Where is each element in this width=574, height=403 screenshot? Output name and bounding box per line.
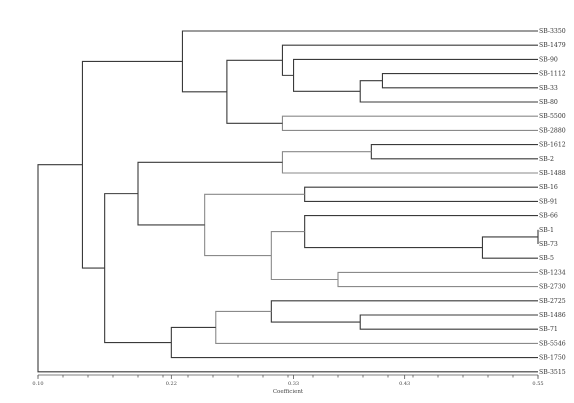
dendrogram-branch xyxy=(137,161,283,226)
leaf-label: SB-1750 xyxy=(539,355,566,362)
dendrogram-branch xyxy=(481,236,538,259)
dendrogram-branch xyxy=(304,186,538,202)
leaf-label: SB-71 xyxy=(539,326,558,333)
x-axis: 0.10 0.22 0.33 0.43 0.55 Coefficient xyxy=(32,374,544,395)
leaf-label: SB-1612 xyxy=(539,142,566,149)
leaf-labels: SB-3350 SB-1479 SB-90 SB-1112 SB-33 SB-80 SB-5… xyxy=(539,28,566,376)
leaf-label: SB-33 xyxy=(539,85,558,92)
dendrogram-branch xyxy=(381,73,538,89)
dendrogram-branch xyxy=(281,115,538,131)
leaf-label: SB-5546 xyxy=(539,340,566,347)
dendrogram-branch xyxy=(81,60,183,269)
leaf-label: SB-3515 xyxy=(539,369,566,376)
dendrogram-branch xyxy=(337,271,538,288)
leaf-label: SB-80 xyxy=(539,99,558,106)
leaf-label: SB-2730 xyxy=(539,284,566,291)
dendrogram-branch xyxy=(281,151,538,174)
leaf-label: SB-2 xyxy=(539,156,554,163)
dendrogram-branch xyxy=(304,215,538,249)
x-axis-tick-label: 0.10 xyxy=(32,381,43,387)
leaf-label: SB-1486 xyxy=(539,312,566,319)
leaf-label: SB-91 xyxy=(539,198,558,205)
dendrogram-branch xyxy=(215,310,538,344)
x-axis-tick-label: 0.33 xyxy=(288,381,299,387)
leaf-label: SB-16 xyxy=(539,184,558,191)
x-axis-title: Coefficient xyxy=(273,389,304,395)
dendrogram-branches xyxy=(37,30,539,373)
leaf-label: SB-1234 xyxy=(539,269,566,276)
x-axis-tick-label: 0.22 xyxy=(166,381,177,387)
dendrogram-branch xyxy=(226,59,283,124)
leaf-label: SB-1488 xyxy=(539,170,566,177)
dendrogram-branch xyxy=(281,44,538,76)
leaf-label: SB-1112 xyxy=(539,71,566,78)
dendrogram-branch xyxy=(204,193,305,257)
dendrogram-branch xyxy=(104,193,172,344)
dendrogram-branch xyxy=(293,58,538,92)
leaf-label: SB-66 xyxy=(539,213,558,220)
x-axis-tick-label: 0.55 xyxy=(532,381,543,387)
x-axis-tick-label: 0.43 xyxy=(399,381,410,387)
leaf-label: SB-1 xyxy=(539,227,554,234)
leaf-label: SB-1479 xyxy=(539,42,566,49)
dendrogram-branch xyxy=(37,164,538,373)
x-axis-ticks: 0.10 0.22 0.33 0.43 0.55 xyxy=(32,375,544,387)
leaf-label: SB-5 xyxy=(539,255,554,262)
dendrogram-branch xyxy=(170,326,538,359)
dendrogram-branch xyxy=(359,314,538,330)
leaf-label: SB-2880 xyxy=(539,127,566,134)
dendrogram-branch xyxy=(270,300,538,323)
leaf-label: SB-5500 xyxy=(539,113,566,120)
leaf-label: SB-2725 xyxy=(539,298,566,305)
leaf-label: SB-73 xyxy=(539,241,558,248)
dendrogram-branch xyxy=(359,80,538,103)
leaf-label: SB-3350 xyxy=(539,28,566,35)
leaf-label: SB-90 xyxy=(539,56,558,63)
dendrogram-branch xyxy=(370,144,538,160)
